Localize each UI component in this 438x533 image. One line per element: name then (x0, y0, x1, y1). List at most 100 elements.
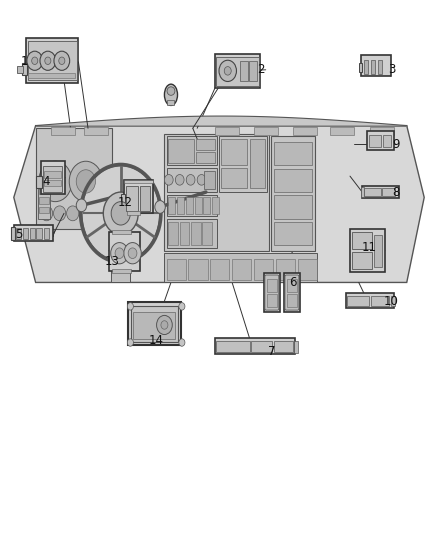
Circle shape (219, 60, 237, 82)
Circle shape (164, 174, 173, 185)
Bar (293, 341, 298, 353)
Circle shape (179, 339, 185, 346)
Circle shape (40, 51, 56, 70)
Circle shape (197, 174, 206, 185)
Bar (196, 152, 215, 163)
Bar (221, 139, 247, 165)
Bar (362, 185, 399, 198)
Text: 4: 4 (43, 175, 50, 188)
Bar (216, 342, 250, 352)
Text: 1: 1 (21, 55, 28, 68)
Polygon shape (124, 180, 152, 182)
Text: 6: 6 (290, 276, 297, 289)
Bar (51, 127, 75, 135)
Bar (249, 61, 257, 82)
Bar (191, 222, 201, 245)
Circle shape (80, 206, 92, 221)
Bar (186, 197, 193, 214)
FancyBboxPatch shape (265, 275, 279, 310)
Bar (14, 225, 53, 241)
Circle shape (111, 201, 131, 225)
Bar (352, 232, 372, 249)
Bar (111, 203, 131, 282)
Bar (126, 186, 138, 211)
Bar (38, 189, 50, 219)
Bar (297, 259, 317, 280)
Circle shape (186, 174, 195, 185)
Circle shape (76, 199, 87, 212)
Bar (28, 41, 77, 80)
Bar (196, 139, 215, 150)
Bar (210, 259, 230, 280)
Bar (166, 168, 217, 192)
Bar (124, 180, 152, 213)
Circle shape (81, 165, 160, 261)
Bar (35, 128, 112, 229)
Bar (194, 197, 201, 214)
Bar (383, 135, 391, 148)
Bar (21, 63, 27, 75)
Bar (131, 306, 178, 342)
Bar (254, 259, 273, 280)
Bar (364, 60, 368, 74)
Bar (44, 228, 49, 239)
Bar (140, 186, 150, 211)
Bar (41, 161, 65, 194)
Bar (221, 167, 247, 188)
Bar (251, 342, 272, 352)
Bar (215, 338, 295, 354)
Bar (188, 259, 208, 280)
Circle shape (32, 57, 38, 64)
Circle shape (161, 321, 168, 329)
Bar (232, 259, 251, 280)
Bar (166, 259, 186, 280)
Ellipse shape (167, 87, 175, 95)
Bar (202, 222, 212, 245)
Circle shape (46, 169, 65, 193)
Text: 11: 11 (362, 241, 377, 254)
Bar (11, 227, 15, 240)
Text: 7: 7 (268, 345, 275, 358)
Bar (352, 252, 372, 269)
Bar (254, 127, 278, 135)
Bar (113, 269, 131, 273)
Bar (267, 294, 277, 307)
Bar (113, 230, 131, 233)
Bar (276, 259, 295, 280)
Text: 14: 14 (148, 334, 163, 348)
Circle shape (111, 243, 128, 264)
Bar (374, 235, 382, 266)
Bar (39, 207, 49, 213)
Bar (168, 197, 175, 214)
Bar (44, 180, 61, 186)
Bar (347, 296, 369, 306)
Bar (44, 171, 61, 177)
Bar (284, 273, 300, 312)
Bar (293, 127, 317, 135)
Bar (29, 228, 35, 239)
Circle shape (124, 243, 141, 264)
Bar (164, 134, 269, 251)
Bar (134, 312, 175, 339)
Bar (391, 296, 396, 306)
Bar (359, 63, 362, 72)
Bar (264, 273, 280, 312)
Bar (109, 232, 141, 271)
Bar (204, 171, 215, 189)
Bar (128, 302, 181, 345)
Circle shape (93, 206, 105, 221)
Bar (39, 188, 49, 194)
Bar (164, 253, 317, 282)
Bar (203, 197, 210, 214)
Bar (28, 73, 75, 78)
Ellipse shape (164, 84, 177, 106)
FancyBboxPatch shape (285, 275, 299, 310)
Circle shape (175, 174, 184, 185)
Bar (287, 294, 297, 307)
Bar (166, 136, 217, 165)
Text: 13: 13 (105, 255, 120, 268)
Bar (168, 222, 178, 245)
Bar (382, 188, 396, 196)
Bar (219, 136, 267, 192)
Bar (274, 342, 293, 352)
